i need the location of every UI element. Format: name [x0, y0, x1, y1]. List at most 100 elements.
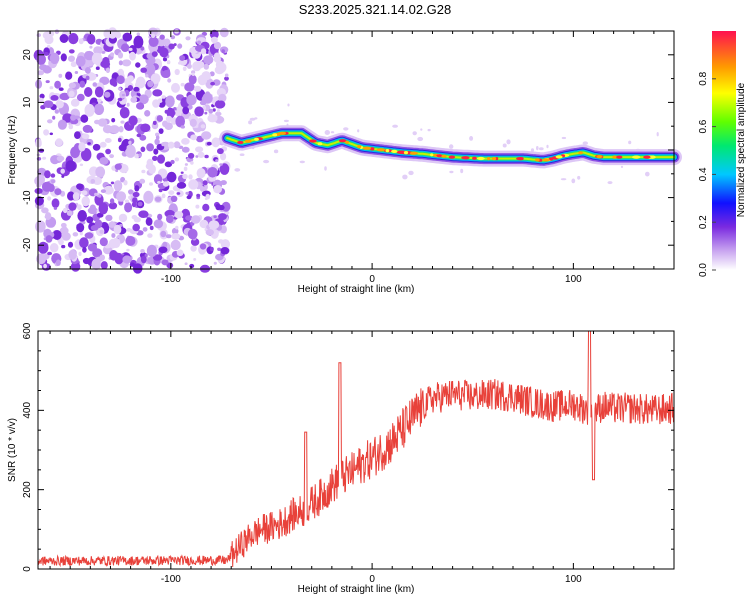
noise-blob [113, 180, 123, 192]
noise-blob [117, 97, 123, 102]
noise-blob [203, 55, 214, 65]
noise-blob [152, 99, 160, 108]
ridge-hotspot [254, 137, 259, 141]
noise-blob [176, 192, 181, 195]
noise-blob [186, 195, 192, 200]
noise-blob [68, 82, 76, 89]
noise-blob [220, 152, 227, 161]
noise-blob [128, 47, 133, 52]
noise-blob [36, 157, 42, 161]
noise-blob [196, 61, 205, 69]
noise-blob [183, 166, 188, 171]
noise-blob [180, 125, 185, 129]
noise-blob [50, 95, 59, 101]
ridge-hotspot [391, 149, 398, 153]
noise-blob [70, 146, 80, 159]
noise-blob [92, 177, 102, 185]
noise-blob [76, 224, 80, 228]
noise-blob [61, 175, 65, 178]
noise-blob [108, 202, 118, 210]
noise-blob [138, 210, 149, 218]
noise-speck [502, 143, 507, 148]
noise-blob [190, 134, 198, 141]
noise-blob [113, 224, 122, 235]
noise-blob [215, 159, 219, 163]
noise-blob [121, 43, 130, 52]
noise-blob [70, 98, 80, 107]
noise-blob [90, 178, 96, 184]
noise-blob [95, 166, 106, 178]
noise-blob [180, 82, 185, 87]
noise-blob [138, 153, 142, 157]
noise-blob [42, 31, 50, 39]
noise-blob [94, 52, 102, 60]
colorbar-gradient [712, 31, 736, 270]
noise-blob [185, 215, 193, 221]
noise-blob [49, 52, 60, 64]
noise-blob [105, 67, 110, 74]
noise-blob [38, 148, 45, 153]
noise-blob [207, 167, 218, 178]
ridge-hotspot [409, 151, 418, 155]
colorbar-tick-label: 0.2 [698, 215, 709, 229]
noise-blob [87, 72, 97, 81]
noise-blob [202, 203, 210, 212]
noise-blob [152, 89, 163, 97]
noise-blob [136, 32, 140, 37]
noise-blob [165, 95, 175, 108]
noise-blob [36, 33, 41, 37]
noise-blob [131, 201, 137, 208]
noise-blob [170, 239, 181, 251]
noise-blob [159, 47, 169, 58]
noise-blob [186, 94, 197, 106]
noise-blob [210, 36, 218, 43]
noise-blob [140, 249, 145, 254]
noise-blob [56, 155, 65, 162]
noise-blob [118, 126, 124, 133]
noise-speck [412, 131, 417, 136]
noise-blob [197, 151, 205, 158]
noise-blob [219, 163, 223, 166]
noise-blob [177, 43, 183, 49]
noise-blob [98, 194, 102, 198]
noise-blob [213, 215, 217, 219]
noise-blob [121, 253, 125, 256]
noise-speck [607, 181, 613, 185]
noise-blob [157, 213, 163, 221]
noise-speck [571, 178, 576, 184]
noise-blob [38, 97, 44, 104]
noise-blob [78, 142, 86, 152]
colorbar-label: Normalized spectral amplitude [736, 82, 747, 217]
noise-blob [35, 79, 43, 89]
noise-blob [199, 219, 209, 229]
noise-blob [151, 51, 158, 57]
x-tick-label: -100 [161, 574, 181, 585]
noise-blob [161, 142, 166, 147]
noise-blob [133, 35, 144, 49]
x-tick-label: 0 [369, 574, 375, 585]
noise-blob [68, 202, 77, 211]
noise-blob [72, 192, 80, 201]
noise-blob [156, 37, 167, 47]
noise-blob [84, 232, 94, 239]
noise-speck [343, 127, 349, 131]
noise-speck [402, 174, 408, 180]
noise-blob [109, 250, 118, 261]
noise-blob [180, 171, 184, 174]
y-tick-label: 20 [22, 49, 33, 61]
ridge-hotspot [632, 155, 641, 159]
noise-blob [60, 222, 67, 228]
noise-blob [217, 247, 222, 251]
noise-blob [133, 86, 140, 92]
noise-blob [188, 179, 199, 190]
noise-speck [656, 132, 659, 137]
noise-blob [121, 93, 125, 97]
noise-blob [41, 207, 49, 214]
noise-blob [162, 181, 170, 187]
noise-speck [273, 149, 279, 154]
noise-blob [126, 102, 130, 107]
noise-blob [128, 115, 138, 126]
noise-blob [77, 204, 82, 211]
noise-blob [97, 118, 108, 127]
